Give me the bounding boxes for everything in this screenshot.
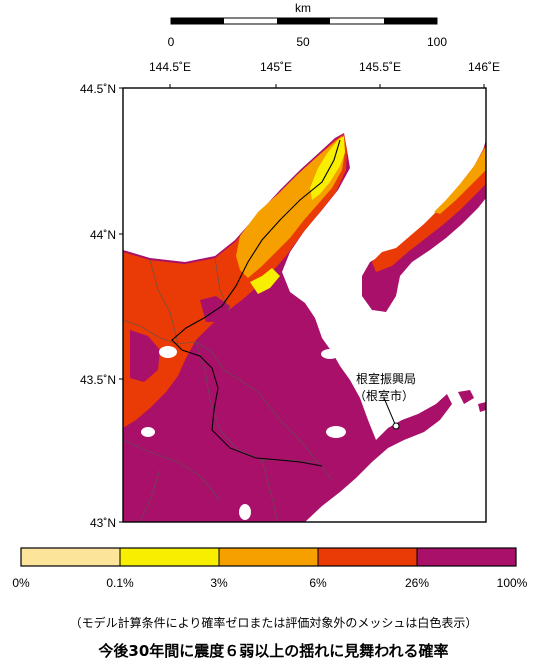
legend-swatch-3-6	[219, 548, 318, 566]
longitude-labels: 144.5˚E 145˚E 145.5˚E 146˚E	[149, 60, 500, 74]
scale-tick-0: 0	[168, 35, 175, 49]
scale-unit: km	[295, 1, 311, 15]
boundaries	[123, 257, 333, 522]
map-area	[123, 88, 486, 522]
legend-label-100: 100%	[497, 576, 528, 590]
lon-label-145-5: 145.5˚E	[359, 60, 401, 74]
scale-tick-50: 50	[296, 35, 310, 49]
legend-swatch-0-0-1	[21, 548, 120, 566]
kunashiri-island	[362, 140, 486, 312]
annotation-leader	[383, 397, 396, 425]
lat-label-44: 44˚N	[90, 228, 116, 242]
latitude-labels: 44.5˚N 44˚N 43.5˚N 43˚N	[80, 82, 116, 530]
lat-label-43-5: 43.5˚N	[80, 373, 116, 387]
annotation-line2: （根室市）	[354, 388, 414, 403]
legend-swatch-6-26	[318, 548, 417, 566]
mainland-eastern-hokkaido	[123, 133, 452, 522]
lat-label-43: 43˚N	[90, 516, 116, 530]
lat-label-44-5: 44.5˚N	[80, 82, 116, 96]
annotation-line1: 根室振興局	[356, 371, 416, 386]
caption-title: 今後30年間に震度６弱以上の揺れに見舞われる確率	[98, 642, 449, 660]
legend-swatch-26-100	[417, 548, 516, 566]
lon-label-144-5: 144.5˚E	[149, 60, 191, 74]
map-svg: km 0 50 100 144.5˚E 145˚E 145.5˚E 146˚E …	[12, 1, 527, 590]
frame-ticks	[119, 84, 485, 523]
legend-label-0: 0%	[12, 576, 30, 590]
legend-swatch-0-1-3	[120, 548, 219, 566]
caption-note: （モデル計算条件により確率ゼロまたは評価対象外のメッシュは白色表示）	[69, 616, 478, 630]
scale-bar: km 0 50 100	[168, 1, 448, 49]
nemuro-city-marker	[392, 422, 400, 430]
legend-bar	[20, 547, 517, 567]
legend-label-26: 26%	[405, 576, 429, 590]
legend-label-3: 3%	[210, 576, 228, 590]
legend-labels: 0% 0.1% 3% 6% 26% 100%	[12, 576, 527, 590]
map-frame	[122, 87, 487, 523]
lon-label-145: 145˚E	[260, 60, 292, 74]
subprefecture-border	[171, 139, 341, 431]
scale-tick-100: 100	[427, 35, 447, 49]
legend-label-6: 6%	[309, 576, 327, 590]
legend-label-0-1: 0.1%	[106, 576, 134, 590]
lon-label-146: 146˚E	[468, 60, 500, 74]
